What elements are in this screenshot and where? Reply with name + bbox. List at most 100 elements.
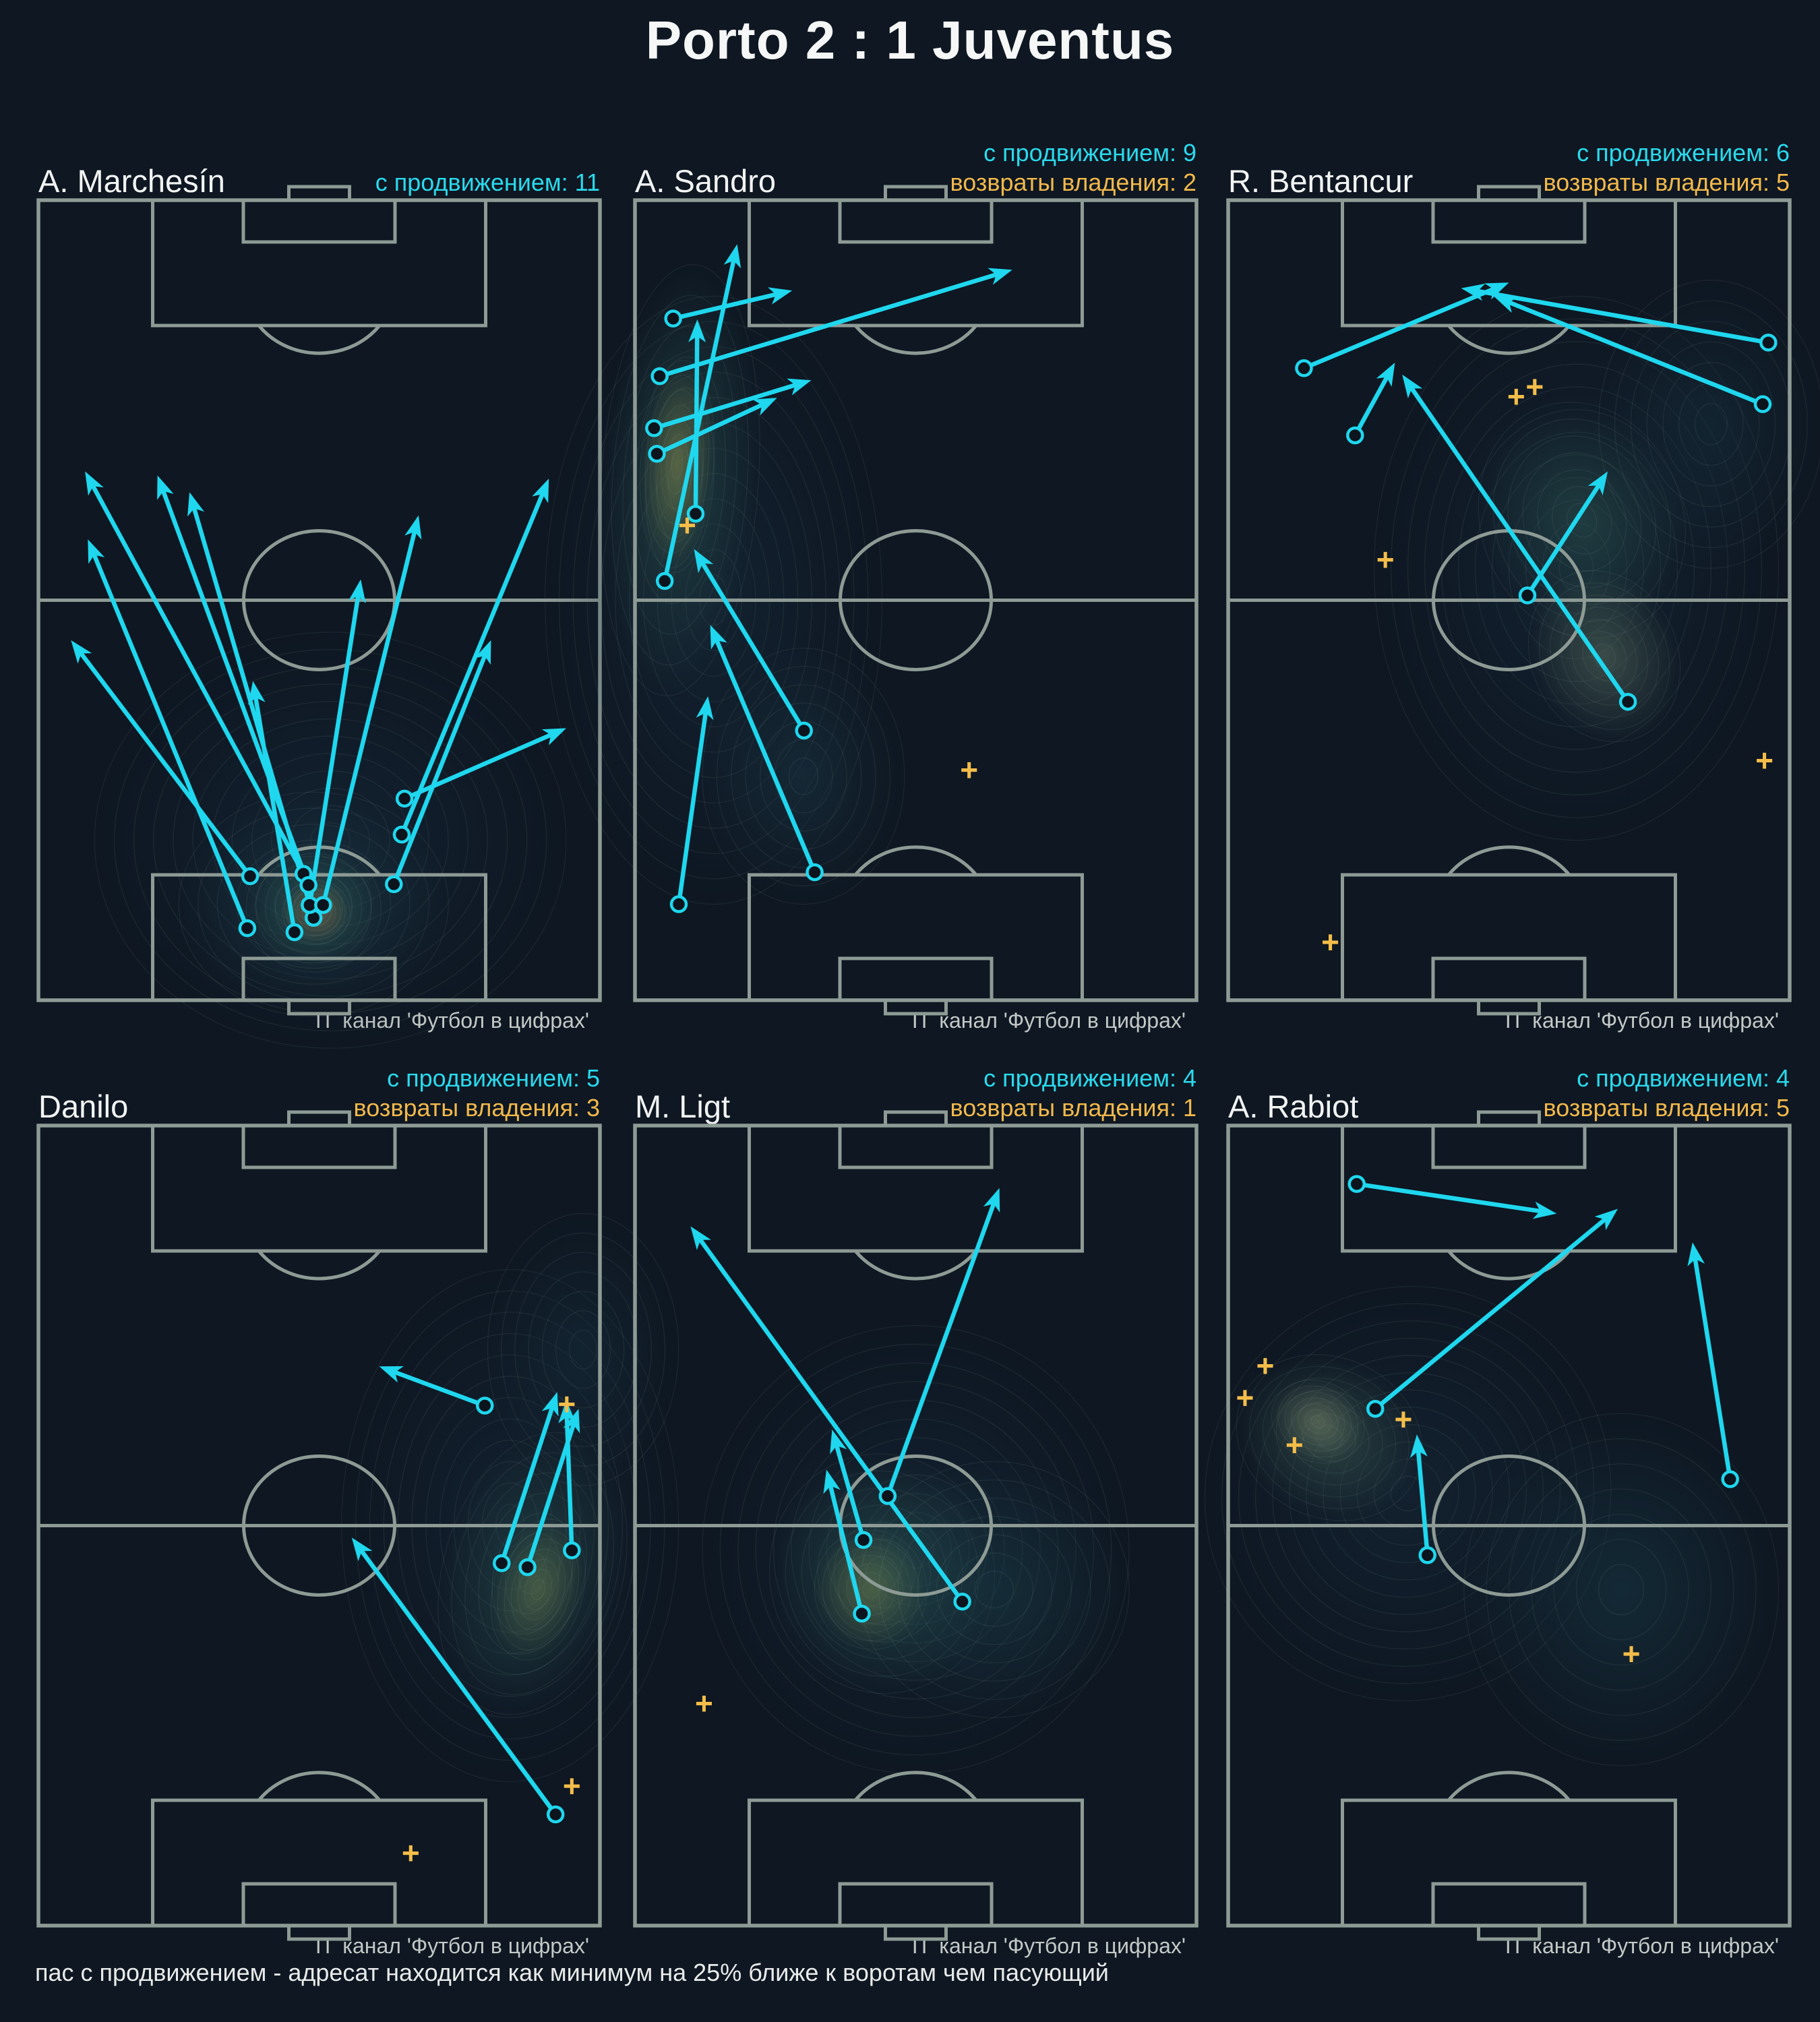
pitch-svg: ++ (545, 185, 1199, 1016)
stat-separator: : (572, 1064, 586, 1093)
pass-origin-dot (1347, 1175, 1366, 1193)
pass-arrow (187, 492, 316, 920)
panel-danilo: Danilo с продвижением: 5 возвраты владен… (36, 1049, 679, 1959)
recoveries-stat: возвраты владения: 3 (354, 1093, 600, 1123)
pass-arrow (676, 696, 714, 907)
progressive-stat: с продвижением: 6 (1544, 138, 1790, 168)
recoveries-value: 3 (586, 1094, 600, 1122)
pass-arrow (1302, 282, 1509, 371)
recoveries-label: возвраты владения (1543, 168, 1763, 197)
stat-separator: : (1762, 168, 1776, 197)
pass-origin-dot (806, 863, 824, 882)
pass-arrow (1409, 1434, 1430, 1558)
stat-separator: : (1169, 139, 1183, 167)
pass-layer (690, 1188, 1000, 1623)
pass-arrow (307, 579, 366, 907)
heat-blob (1271, 1379, 1365, 1464)
player-name: Danilo (38, 1088, 129, 1124)
panel-caption: ТГ канал 'Футбол в цифрах' (311, 1934, 590, 1958)
pass-arrow (85, 471, 306, 876)
stat-separator: : (572, 1094, 586, 1122)
pass-origin-dot (1618, 692, 1637, 711)
stat-separator: : (1169, 1094, 1183, 1122)
pass-origin-dot (1753, 395, 1772, 413)
pass-origin-dot (385, 875, 403, 894)
pass-arrow (321, 515, 422, 907)
pass-arrow (392, 640, 491, 887)
pass-layer (351, 1366, 581, 1824)
pass-arrow (499, 1392, 559, 1566)
panel-stats: с продвижением: 11 возвраты владения: (375, 168, 600, 197)
stat-separator: : (1762, 139, 1776, 167)
recovery-mark: + (1525, 369, 1544, 404)
pass-origin-dot (669, 895, 688, 913)
panel-header: R. Bentancur с продвижением: 6 возвраты … (1228, 123, 1790, 200)
stat-separator: : (1762, 1094, 1776, 1122)
recovery-mark: + (1622, 1636, 1641, 1671)
panel-stats: с продвижением: 4 возвраты владения: 1 (950, 1064, 1196, 1123)
panel-ligt: M. Ligt с продвижением: 4 возвраты владе… (633, 1049, 1199, 1959)
pitch: + + + + + (1204, 1110, 1792, 1941)
pass-arrow (1494, 296, 1765, 406)
progressive-label: с продвижением (983, 1064, 1170, 1093)
panel-header: M. Ligt с продвижением: 4 возвраты владе… (635, 1049, 1196, 1126)
pitch-svg: + (633, 1110, 1199, 1941)
recoveries-stat: возвраты владения: 5 (1544, 168, 1790, 197)
recoveries-label: возвраты владения (353, 1094, 573, 1122)
pass-origin-dot (1346, 426, 1364, 445)
pitch: + + + (36, 1110, 679, 1941)
pass-origin-dot (492, 1554, 511, 1572)
pass-origin-dot (795, 721, 813, 740)
pass-origin-dot (655, 572, 674, 590)
pass-arrow (88, 539, 250, 931)
recovery-mark: + (1236, 1380, 1254, 1415)
pass-arrow (823, 1469, 864, 1616)
pass-origin-dot (238, 919, 257, 938)
heat-blob (859, 1461, 1130, 1719)
recoveries-stat: возвраты владения: 2 (950, 168, 1196, 197)
progressive-stat: с продвижением: 4 (1544, 1064, 1790, 1093)
match-title: Porto 2 : 1 Juventus (645, 10, 1175, 70)
progressive-stat: с продвижением: 4 (950, 1064, 1196, 1093)
pass-origin-dot (1759, 334, 1778, 352)
stat-separator: : (1762, 1064, 1776, 1093)
panel-caption: ТГ канал 'Футбол в цифрах' (908, 1934, 1186, 1958)
pitch: + (633, 1110, 1199, 1941)
recovery-mark: + (1507, 379, 1525, 414)
recoveries-value: 2 (1182, 168, 1196, 197)
recovery-mark: + (402, 1835, 420, 1870)
panel-header: A. Sandro с продвижением: 9 возвраты вла… (635, 123, 1196, 200)
pass-origin-dot (285, 923, 304, 942)
panel-rabiot: A. Rabiot с продвижением: 4 возвраты вла… (1204, 1049, 1792, 1959)
pass-origin-dot (664, 309, 682, 328)
panel-stats: с продвижением: 6 возвраты владения: 5 (1544, 138, 1790, 197)
progressive-stat: с продвижением: 11 (375, 168, 600, 197)
recovery-mark: + (1256, 1348, 1275, 1383)
pitch-svg (36, 185, 602, 1049)
pass-arrow (71, 640, 253, 879)
progressive-value: 6 (1776, 139, 1790, 167)
recovery-mark: + (960, 752, 978, 787)
progressive-label: с продвижением (1577, 1064, 1763, 1093)
progressive-value: 5 (586, 1064, 600, 1093)
player-name: R. Bentancur (1228, 162, 1414, 199)
progressive-stat: с продвижением: 9 (950, 138, 1196, 168)
pass-arrow (694, 549, 806, 733)
progressive-label: с продвижением (375, 168, 562, 197)
recoveries-stat: возвраты владения: 1 (950, 1093, 1196, 1123)
recovery-mark: + (557, 1386, 576, 1421)
progressive-value: 4 (1776, 1064, 1790, 1093)
player-name: A. Rabiot (1228, 1088, 1359, 1124)
pass-layer (645, 244, 1012, 913)
recoveries-label: возвраты владения (950, 1094, 1170, 1122)
pass-arrow (710, 625, 817, 875)
pitch: + + + + + (1226, 185, 1820, 1016)
stat-separator: : (561, 168, 575, 197)
pass-arrow (558, 1400, 576, 1553)
recoveries-value: 5 (1776, 168, 1790, 197)
pass-layer (71, 471, 567, 942)
progressive-value: 4 (1182, 1064, 1196, 1093)
pass-arrow (1353, 362, 1395, 438)
pass-origin-dot (546, 1805, 565, 1824)
pitch-lines (1226, 1110, 1792, 1941)
